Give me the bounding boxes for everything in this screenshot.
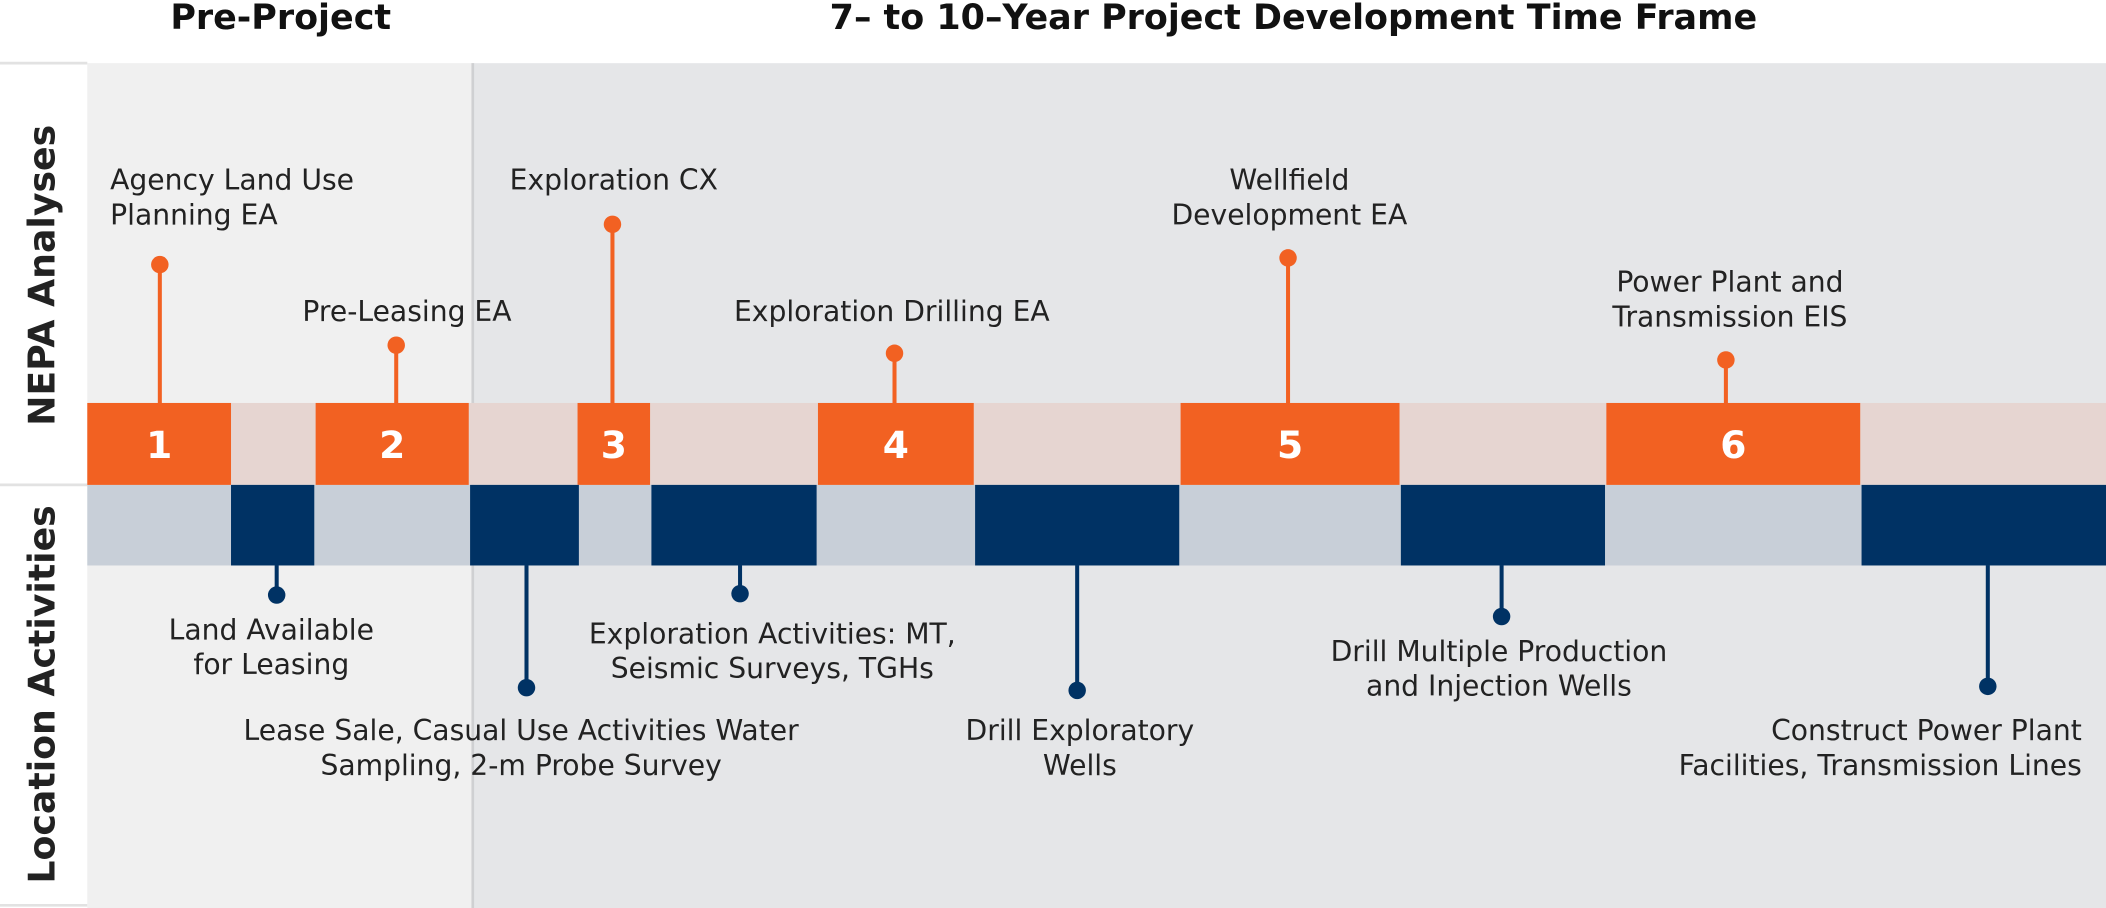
- nepa-label: Transmission EIS: [1611, 300, 1847, 333]
- nepa-number: 4: [883, 423, 909, 467]
- pin-dot: [1279, 249, 1297, 267]
- pin-dot: [1717, 351, 1735, 369]
- pin-dot: [1979, 677, 1997, 696]
- nepa-block: [315, 402, 469, 485]
- nepa-label: Exploration CX: [510, 163, 718, 196]
- activity-label: for Leasing: [193, 648, 349, 681]
- nepa-label: Planning EA: [110, 198, 278, 231]
- activity-label: Drill Exploratory: [966, 714, 1195, 747]
- pin-dot: [1492, 607, 1511, 626]
- nepa-block: [1180, 402, 1400, 485]
- activity-label: Seismic Surveys, TGHs: [611, 652, 934, 685]
- nepa-label: Agency Land Use: [110, 163, 354, 196]
- pin-dot: [603, 215, 622, 234]
- activity-label: Lease Sale, Casual Use Activities Water: [244, 714, 800, 747]
- nepa-number: 5: [1277, 423, 1303, 467]
- activity-label: Land Available: [169, 613, 374, 646]
- nepa-number: 3: [601, 423, 627, 467]
- nepa-block: [817, 402, 974, 485]
- pin-dot: [517, 678, 536, 697]
- nepa-label: Pre-Leasing EA: [302, 295, 512, 328]
- activity-block: [975, 484, 1180, 566]
- activity-label: and Injection Wells: [1366, 670, 1632, 703]
- nepa-number: 6: [1720, 423, 1746, 467]
- activity-label: Sampling, 2-m Probe Survey: [320, 749, 721, 782]
- nepa-label: Power Plant and: [1616, 265, 1843, 298]
- activity-block: [1400, 484, 1606, 566]
- nepa-block: [577, 402, 651, 485]
- side-label: Location Activities: [20, 505, 63, 883]
- header-time-frame: 7– to 10–Year Project Development Time F…: [830, 0, 1758, 38]
- pin-dot: [1068, 681, 1086, 700]
- side-label: NEPA Analyses: [20, 125, 63, 426]
- activity-label: Drill Multiple Production: [1331, 635, 1668, 668]
- nepa-block: [87, 402, 232, 485]
- pin-dot: [731, 584, 749, 603]
- activity-block: [231, 484, 315, 566]
- activity-label: Facilities, Transmission Lines: [1679, 749, 2082, 782]
- activity-label: Construct Power Plant: [1771, 714, 2082, 747]
- activity-block: [651, 484, 817, 566]
- nepa-number: 1: [146, 423, 172, 467]
- nepa-number: 2: [379, 423, 405, 467]
- nepa-block: [1606, 402, 1861, 485]
- nepa-label: Wellfield: [1229, 163, 1349, 196]
- pin-dot: [151, 255, 169, 274]
- header-pre-project: Pre-Project: [170, 0, 391, 38]
- activity-label: Wells: [1043, 749, 1117, 782]
- nepa-label: Development EA: [1171, 198, 1408, 231]
- activity-label: Exploration Activities: MT,: [589, 617, 956, 650]
- pin-dot: [267, 586, 286, 604]
- pin-dot: [885, 344, 904, 362]
- activity-block: [470, 484, 579, 566]
- pin-dot: [387, 336, 405, 354]
- nepa-label: Exploration Drilling EA: [734, 295, 1050, 328]
- activity-block: [1861, 484, 2106, 566]
